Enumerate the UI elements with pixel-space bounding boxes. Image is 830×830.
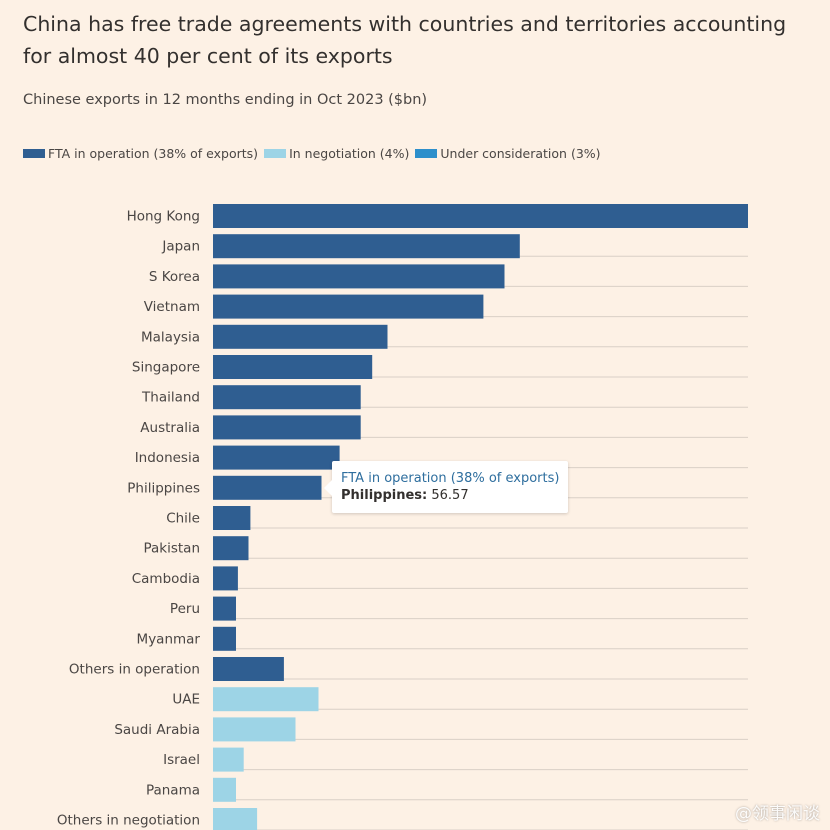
category-label-hong-kong: Hong Kong bbox=[127, 209, 200, 225]
legend-item-consideration[interactable]: Under consideration (3%) bbox=[415, 146, 601, 161]
bar-saudi-arabia[interactable] bbox=[213, 717, 296, 742]
legend-item-fta[interactable]: FTA in operation (38% of exports) bbox=[23, 146, 258, 161]
legend-item-negotiation[interactable]: In negotiation (4%) bbox=[264, 146, 409, 161]
bar-panama[interactable] bbox=[213, 777, 236, 802]
category-label-cambodia: Cambodia bbox=[132, 571, 200, 587]
bar-others-in-negotiation[interactable] bbox=[213, 808, 258, 830]
legend-label-negotiation: In negotiation (4%) bbox=[289, 146, 410, 161]
bar-uae[interactable] bbox=[213, 687, 319, 712]
category-label-japan: Japan bbox=[161, 239, 200, 255]
chart-subtitle: Chinese exports in 12 months ending in O… bbox=[23, 92, 428, 108]
bar-thailand[interactable] bbox=[213, 385, 361, 410]
bar-cambodia[interactable] bbox=[213, 566, 238, 591]
bar-indonesia[interactable] bbox=[213, 445, 340, 470]
legend-label-consideration: Under consideration (3%) bbox=[440, 146, 601, 161]
bar-peru[interactable] bbox=[213, 596, 236, 621]
category-label-myanmar: Myanmar bbox=[137, 631, 201, 647]
watermark: @领事闲谈 bbox=[735, 804, 820, 824]
bar-s-korea[interactable] bbox=[213, 264, 505, 289]
bar-singapore[interactable] bbox=[213, 355, 373, 379]
category-label-others-in-operation: Others in operation bbox=[69, 662, 200, 678]
category-label-chile: Chile bbox=[166, 511, 200, 527]
category-label-uae: UAE bbox=[172, 692, 200, 708]
category-label-israel: Israel bbox=[163, 752, 200, 768]
category-label-pakistan: Pakistan bbox=[143, 541, 200, 557]
bar-israel[interactable] bbox=[213, 747, 244, 772]
bar-australia[interactable] bbox=[213, 415, 361, 440]
category-label-peru: Peru bbox=[170, 601, 200, 617]
category-label-others-in-negotiation: Others in negotiation bbox=[57, 813, 200, 829]
category-label-panama: Panama bbox=[146, 782, 200, 798]
legend-swatch-negotiation bbox=[264, 149, 287, 158]
bar-myanmar[interactable] bbox=[213, 626, 236, 651]
tooltip-label: Philippines: bbox=[341, 488, 428, 503]
legend-swatch-consideration bbox=[415, 149, 438, 158]
category-label-australia: Australia bbox=[140, 420, 200, 436]
bar-malaysia[interactable] bbox=[213, 324, 388, 349]
category-label-thailand: Thailand bbox=[141, 390, 200, 406]
bar-others-in-operation[interactable] bbox=[213, 657, 284, 681]
chart-tooltip: FTA in operation (38% of exports) Philip… bbox=[323, 461, 569, 513]
bar-pakistan[interactable] bbox=[213, 536, 249, 561]
bar-hong-kong[interactable] bbox=[213, 204, 748, 228]
tooltip-series: FTA in operation (38% of exports) bbox=[341, 471, 560, 486]
chart-legend: FTA in operation (38% of exports) In neg… bbox=[23, 146, 607, 161]
bar-japan[interactable] bbox=[213, 234, 520, 259]
category-label-vietnam: Vietnam bbox=[144, 299, 200, 315]
bar-chile[interactable] bbox=[213, 506, 251, 530]
category-label-philippines: Philippines bbox=[127, 480, 200, 496]
tooltip-value: 56.57 bbox=[431, 488, 469, 503]
chart-title: China has free trade agreements with cou… bbox=[23, 12, 787, 68]
category-label-singapore: Singapore bbox=[132, 360, 200, 376]
category-label-s-korea: S Korea bbox=[149, 269, 200, 285]
legend-label-fta: FTA in operation (38% of exports) bbox=[48, 146, 259, 161]
category-label-indonesia: Indonesia bbox=[135, 450, 200, 466]
category-label-saudi-arabia: Saudi Arabia bbox=[114, 722, 200, 738]
legend-swatch-fta bbox=[23, 149, 45, 158]
bar-vietnam[interactable] bbox=[213, 294, 484, 319]
bar-philippines[interactable] bbox=[213, 475, 322, 500]
category-label-malaysia: Malaysia bbox=[141, 329, 200, 345]
